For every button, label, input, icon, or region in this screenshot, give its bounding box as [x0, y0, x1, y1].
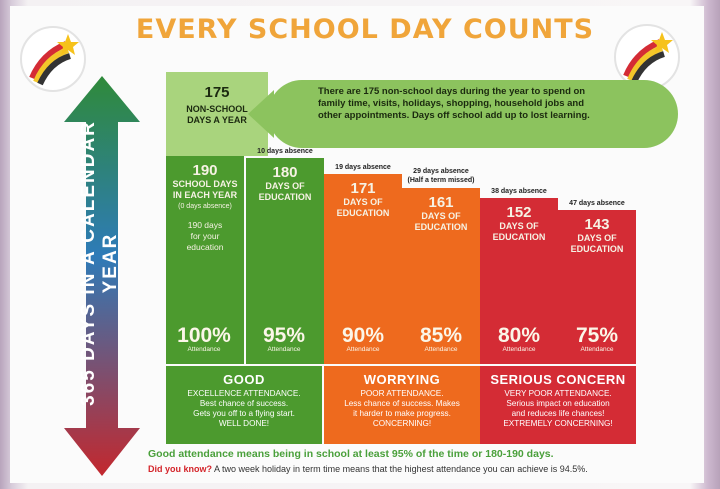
band-line1: POOR ATTENDANCE. [360, 389, 444, 398]
percent-value: 100% [177, 324, 231, 347]
attendance-85: 85% Attendance [401, 324, 481, 353]
non-school-days-label: NON-SCHOOL DAYS A YEAR [166, 104, 268, 126]
band-worrying: WORRYING POOR ATTENDANCE. Less chance of… [324, 366, 480, 444]
bubble-line2: family time, visits, holidays, shopping,… [318, 98, 585, 109]
attendance-100: 100% Attendance [164, 324, 244, 353]
band-line1: EXCELLENCE ATTENDANCE. [187, 389, 301, 398]
percent-value: 95% [262, 324, 306, 347]
page-title: EVERY SCHOOL DAY COUNTS [135, 14, 595, 45]
band-line2: Serious impact on education [506, 399, 610, 408]
note2-line3: education [186, 242, 224, 252]
column-number: 190 [192, 162, 218, 179]
percent-value: 90% [341, 324, 385, 347]
band-line1: VERY POOR ATTENDANCE. [504, 389, 612, 398]
note2-line2: for your [190, 231, 220, 241]
band-line4: WELL DONE! [218, 419, 270, 428]
column-header: 38 days absence [491, 188, 547, 195]
column-note2: 190 days for your education [166, 220, 244, 253]
band-serious-concern: SERIOUS CONCERN VERY POOR ATTENDANCE. Se… [480, 366, 636, 444]
column-label-line1: DAYS OF [421, 211, 461, 221]
column-number: 152 [506, 204, 532, 221]
column-label-line2: EDUCATION [258, 192, 312, 202]
calendar-year-label: 365 DAYS IN A CALENDAR YEAR [78, 120, 121, 406]
column-subheader: (Half a term missed) [407, 177, 475, 184]
footer-good-attendance: Good attendance means being in school at… [148, 448, 554, 460]
did-you-know-label: Did you know? [148, 464, 212, 474]
percent-label: Attendance [187, 346, 221, 353]
percent-label: Attendance [346, 346, 380, 353]
column-label-line2: IN EACH YEAR [172, 190, 238, 200]
did-you-know-text: A two week holiday in term time means th… [214, 464, 588, 474]
shooting-star-icon [614, 24, 680, 90]
percent-label: Attendance [267, 346, 301, 353]
non-school-label-line1: NON-SCHOOL [186, 104, 248, 114]
attendance-90: 90% Attendance [323, 324, 403, 353]
column-number: 171 [350, 180, 376, 197]
column-143-days: 143 DAYS OF EDUCATION [558, 210, 636, 364]
column-header: 29 days absence [413, 168, 469, 175]
column-header: 47 days absence [569, 200, 625, 207]
non-school-info-text: There are 175 non-school days during the… [318, 86, 668, 122]
band-body: POOR ATTENDANCE. Less chance of success.… [324, 389, 480, 429]
band-line3: Gets you off to a flying start. [193, 409, 295, 418]
band-title: GOOD [223, 372, 265, 387]
percent-value: 80% [497, 324, 541, 347]
calendar-year-arrow [64, 76, 140, 476]
band-line2: Less chance of success. Makes [344, 399, 460, 408]
band-title: WORRYING [363, 372, 441, 387]
footer-did-you-know: Did you know? A two week holiday in term… [148, 464, 588, 474]
band-title: SERIOUS CONCERN [490, 372, 626, 387]
percent-label: Attendance [424, 346, 458, 353]
shooting-star-icon [20, 26, 86, 92]
column-180-days: 180 DAYS OF EDUCATION [246, 158, 324, 364]
bubble-line3: other appointments. Days off school add … [318, 110, 590, 121]
column-label-line2: EDUCATION [336, 208, 390, 218]
column-190-days: 190 SCHOOL DAYS IN EACH YEAR (0 days abs… [166, 156, 244, 364]
band-line4: CONCERNING! [372, 419, 432, 428]
band-body: VERY POOR ATTENDANCE. Serious impact on … [480, 389, 636, 429]
band-line3: it harder to make progress. [353, 409, 451, 418]
note2-line1: 190 days [187, 220, 223, 230]
percent-value: 75% [575, 324, 619, 347]
column-header: 10 days absence [257, 148, 313, 155]
attendance-80: 80% Attendance [479, 324, 559, 353]
band-good: GOOD EXCELLENCE ATTENDANCE. Best chance … [166, 366, 322, 444]
column-label-line1: DAYS OF [265, 181, 305, 191]
column-number: 143 [584, 216, 610, 233]
band-line2: Best chance of success. [199, 399, 289, 408]
band-line4: EXTREMELY CONCERNING! [503, 419, 613, 428]
column-note: (0 days absence) [178, 203, 232, 210]
column-label-line1: DAYS OF [499, 221, 539, 231]
percent-label: Attendance [580, 346, 614, 353]
column-label-line2: EDUCATION [414, 222, 468, 232]
column-number: 180 [272, 164, 298, 181]
column-number: 161 [428, 194, 454, 211]
column-label-line2: EDUCATION [492, 232, 546, 242]
attendance-95: 95% Attendance [244, 324, 324, 353]
column-171-days: 171 DAYS OF EDUCATION [324, 174, 402, 364]
column-label-line1: SCHOOL DAYS [172, 179, 238, 189]
column-header: 19 days absence [335, 164, 391, 171]
attendance-75: 75% Attendance [557, 324, 637, 353]
column-label-line1: DAYS OF [343, 197, 383, 207]
poster-page: EVERY SCHOOL DAY COUNTS [10, 6, 704, 483]
band-body: EXCELLENCE ATTENDANCE. Best chance of su… [166, 389, 322, 429]
bubble-line1: There are 175 non-school days during the… [318, 86, 586, 97]
band-line3: and reduces life chances! [511, 409, 605, 418]
column-label-line1: DAYS OF [577, 233, 617, 243]
column-152-days: 152 DAYS OF EDUCATION [480, 198, 558, 364]
column-161-days: 161 DAYS OF EDUCATION [402, 188, 480, 364]
non-school-days-number: 175 [204, 84, 230, 101]
non-school-info-bubble: There are 175 non-school days during the… [268, 80, 678, 148]
percent-value: 85% [419, 324, 463, 347]
column-label-line2: EDUCATION [570, 244, 624, 254]
percent-label: Attendance [502, 346, 536, 353]
non-school-label-line2: DAYS A YEAR [187, 115, 247, 125]
